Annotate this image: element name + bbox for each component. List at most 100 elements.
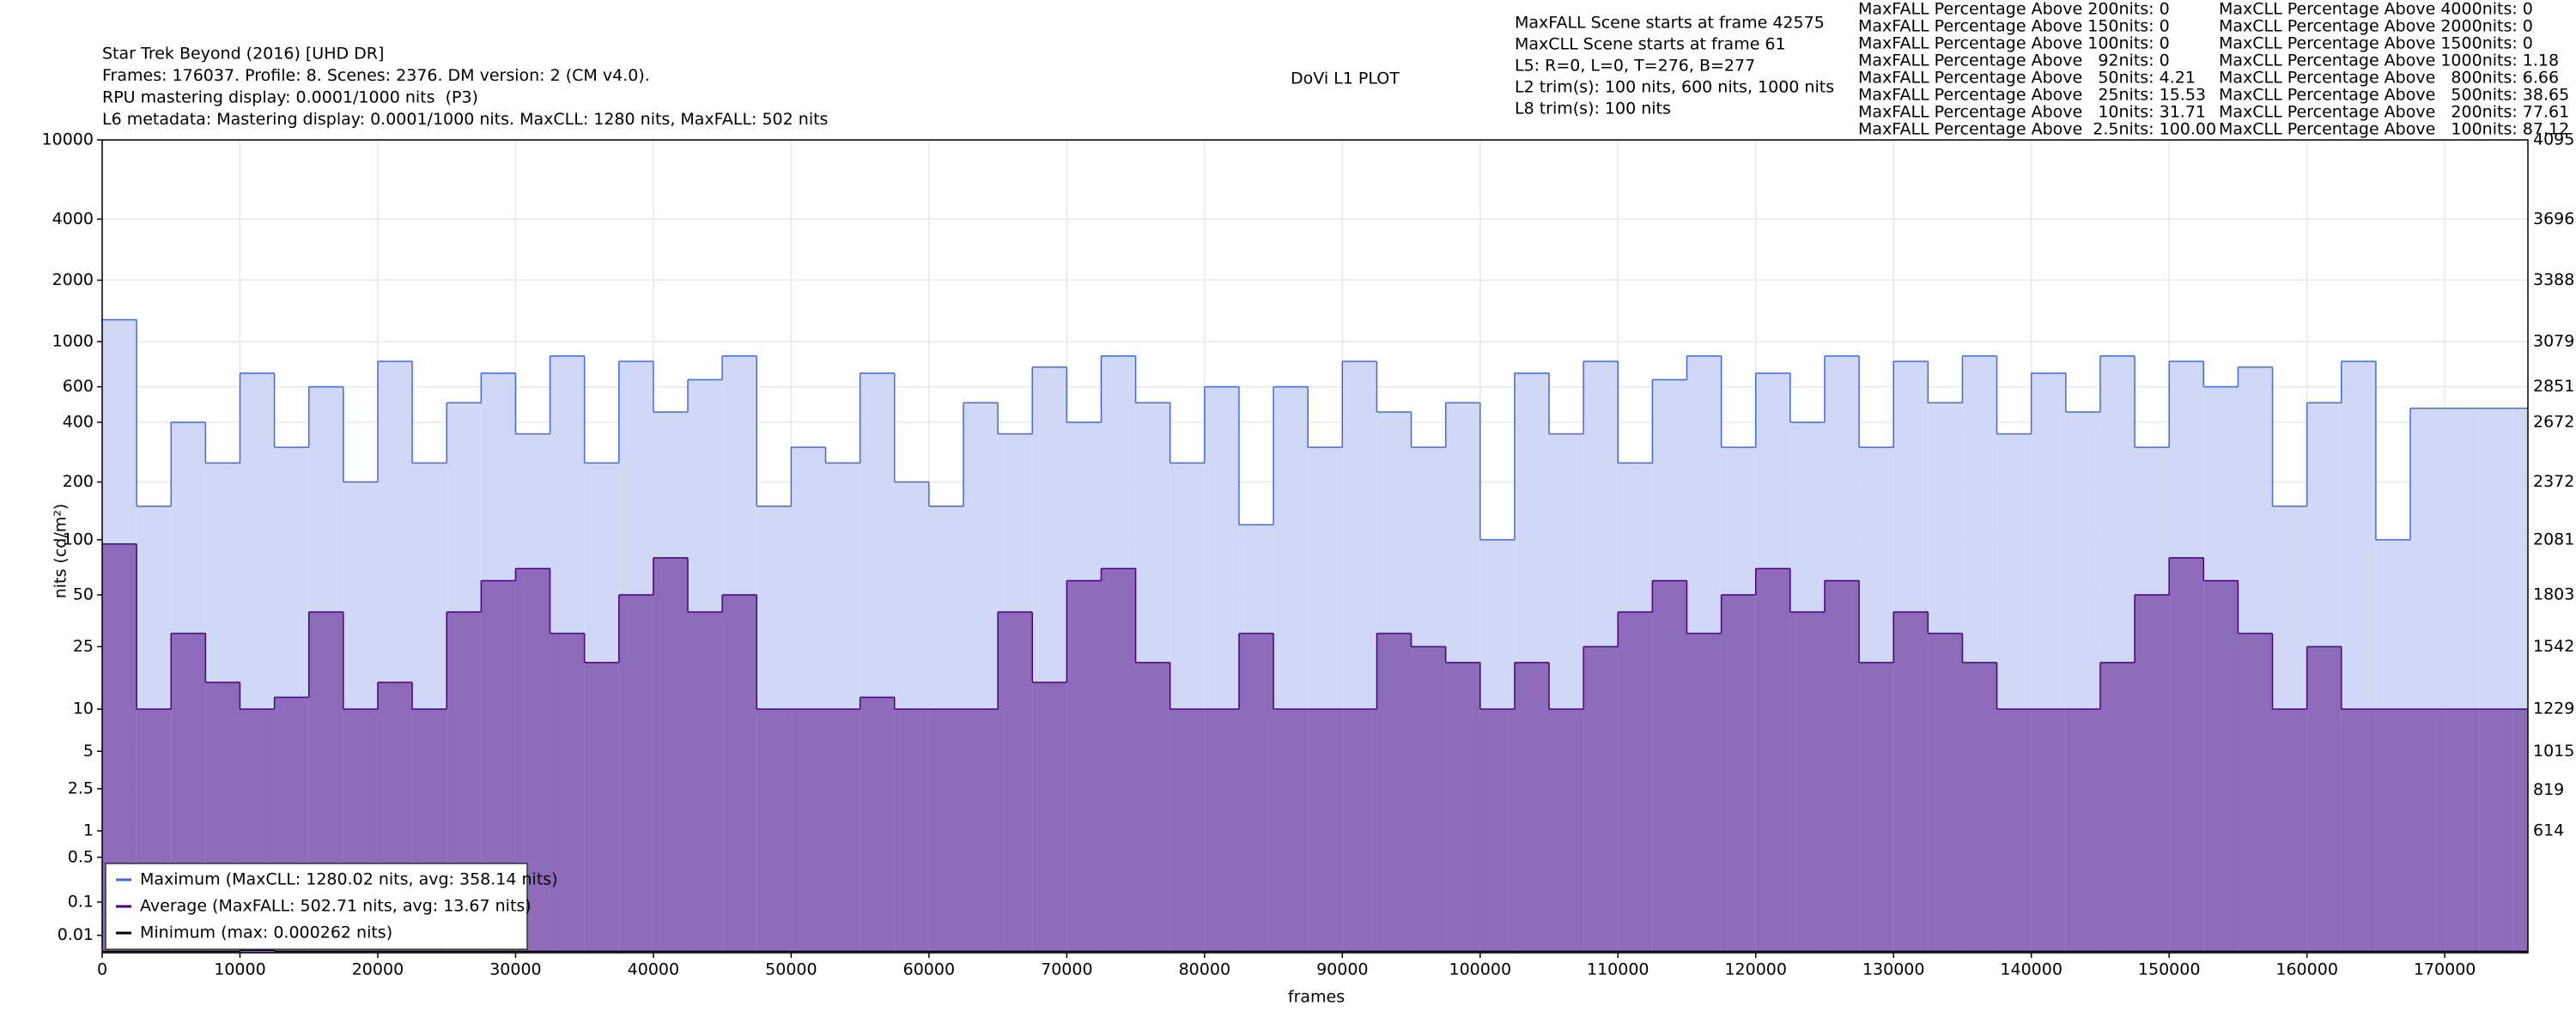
- area-step: [1549, 709, 1584, 953]
- y2-tick-label: 3079: [2533, 331, 2574, 350]
- area-step: [1066, 580, 1102, 953]
- area-step: [1342, 709, 1377, 953]
- y-tick-label: 600: [63, 377, 94, 396]
- maxcll-percentage: MaxCLL Percentage Above 200nits: 77.61: [2219, 103, 2569, 122]
- y-tick-label: 4000: [52, 209, 94, 228]
- header-line: RPU mastering display: 0.0001/1000 nits …: [102, 88, 478, 107]
- maxfall-percentage: MaxFALL Percentage Above 200nits: 0: [1858, 0, 2170, 19]
- y-tick-label: 0.01: [58, 925, 94, 944]
- y-tick-label: 2.5: [68, 779, 94, 797]
- x-tick-label: 140000: [2000, 960, 2063, 979]
- area-step: [2375, 709, 2411, 953]
- x-tick-label: 50000: [765, 960, 817, 979]
- y2-tick-label: 4095: [2533, 130, 2574, 149]
- y-axis-label: nits (cd/m²): [52, 504, 70, 599]
- area-step: [1893, 611, 1929, 953]
- area-step: [1755, 568, 1790, 953]
- y-tick-label: 10: [73, 700, 94, 718]
- area-step: [1962, 662, 1997, 953]
- area-step: [1135, 662, 1170, 953]
- header-line: Star Trek Beyond (2016) [UHD DR]: [102, 45, 384, 64]
- area-step: [722, 595, 757, 953]
- y2-tick-label: 2081: [2533, 530, 2574, 548]
- y2-tick-label: 3696: [2533, 209, 2574, 228]
- y-tick-label: 25: [73, 637, 94, 656]
- area-step: [2445, 709, 2480, 953]
- x-tick-label: 80000: [1179, 960, 1230, 979]
- area-step: [1376, 633, 1412, 953]
- area-step: [756, 709, 792, 953]
- y-tick-label: 1: [83, 821, 94, 840]
- legend-label: Minimum (max: 0.000262 nits): [140, 924, 392, 942]
- x-tick-label: 0: [97, 960, 107, 979]
- maxfall-percentage: MaxFALL Percentage Above 100nits: 0: [1858, 34, 2170, 53]
- x-tick-label: 70000: [1041, 960, 1092, 979]
- area-step: [2306, 646, 2342, 953]
- y-tick-label: 2000: [52, 270, 94, 289]
- area-step: [1721, 595, 1756, 953]
- x-tick-label: 10000: [214, 960, 265, 979]
- area-step: [550, 633, 585, 953]
- maxcll-percentage: MaxCLL Percentage Above 1500nits: 0: [2219, 34, 2533, 53]
- area-step: [2065, 709, 2100, 953]
- y-tick-label: 0.1: [68, 892, 94, 911]
- area-step: [928, 709, 963, 953]
- area-step: [1170, 709, 1205, 953]
- area-step: [2099, 662, 2136, 953]
- legend-label: Maximum (MaxCLL: 1280.02 nits, avg: 358.…: [140, 870, 558, 889]
- x-tick-label: 160000: [2275, 960, 2338, 979]
- y-tick-label: 50: [73, 585, 94, 604]
- info-line: L8 trim(s): 100 nits: [1515, 100, 1671, 118]
- area-step: [584, 662, 619, 953]
- area-step: [1686, 633, 1722, 953]
- area-step: [791, 709, 826, 953]
- y2-tick-label: 1229: [2533, 699, 2574, 718]
- header-line: Frames: 176037. Profile: 8. Scenes: 2376…: [102, 66, 650, 85]
- area-step: [2203, 580, 2239, 953]
- area-step: [1273, 709, 1309, 953]
- area-step: [1032, 682, 1067, 953]
- area-step: [653, 557, 689, 953]
- x-tick-label: 150000: [2138, 960, 2201, 979]
- x-tick-label: 60000: [903, 960, 955, 979]
- x-tick-label: 110000: [1587, 960, 1649, 979]
- info-line: MaxCLL Scene starts at frame 61: [1515, 35, 1786, 54]
- area-step: [2272, 709, 2307, 953]
- y2-tick-label: 614: [2533, 821, 2564, 840]
- area-step: [1928, 633, 1963, 953]
- maxcll-percentage: MaxCLL Percentage Above 500nits: 38.65: [2219, 86, 2569, 105]
- area-step: [825, 709, 860, 953]
- area-step: [963, 709, 999, 953]
- legend-box: [105, 863, 528, 950]
- info-line: MaxFALL Scene starts at frame 42575: [1515, 14, 1825, 33]
- maxfall-percentage: MaxFALL Percentage Above 150nits: 0: [1858, 17, 2170, 36]
- y-tick-label: 0.5: [68, 847, 94, 866]
- area-step: [2031, 709, 2066, 953]
- y2-tick-label: 1542: [2533, 637, 2574, 656]
- x-tick-label: 130000: [1862, 960, 1925, 979]
- x-tick-label: 120000: [1724, 960, 1787, 979]
- area-step: [1479, 709, 1515, 953]
- area-step: [2341, 709, 2376, 953]
- y-tick-label: 200: [63, 472, 94, 491]
- maxcll-percentage: MaxCLL Percentage Above 2000nits: 0: [2219, 17, 2533, 36]
- area-step: [998, 611, 1033, 953]
- y2-tick-label: 1015: [2533, 742, 2574, 760]
- area-step: [2513, 709, 2528, 953]
- area-step: [1204, 709, 1239, 953]
- x-axis-label: frames: [1288, 988, 1345, 1007]
- info-line: L5: R=0, L=0, T=276, B=277: [1515, 57, 1755, 76]
- area-step: [894, 709, 929, 953]
- y2-tick-label: 1803: [2533, 585, 2574, 604]
- area-step: [688, 611, 723, 953]
- area-step: [1308, 709, 1343, 953]
- maxfall-percentage: MaxFALL Percentage Above 50nits: 4.21: [1858, 69, 2196, 88]
- y-tick-label: 400: [63, 413, 94, 432]
- area-step: [1824, 580, 1860, 953]
- y-tick-label: 100: [63, 530, 94, 548]
- maxfall-percentage: MaxFALL Percentage Above 92nits: 0: [1858, 52, 2170, 70]
- y2-tick-label: 819: [2533, 780, 2564, 799]
- x-tick-label: 30000: [489, 960, 541, 979]
